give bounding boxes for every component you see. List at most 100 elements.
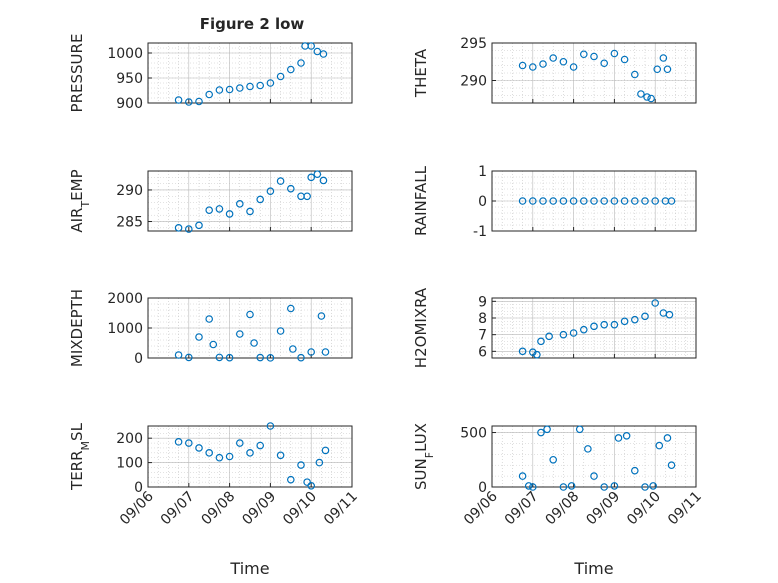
x-tick-label: 09/09	[239, 489, 279, 529]
y-tick-label: 0	[478, 194, 487, 210]
figure-title: Figure 2 low	[200, 15, 305, 33]
data-point	[276, 327, 285, 335]
data-point	[549, 197, 558, 205]
y-tick-label: 900	[116, 96, 143, 112]
data-point	[276, 177, 285, 185]
subplot-pressure: 900 950 1000 PRESSURE	[68, 34, 353, 113]
data-point	[630, 197, 639, 205]
data-point	[225, 452, 234, 461]
data-point	[620, 55, 629, 64]
data-point	[630, 70, 639, 79]
data-point	[663, 434, 672, 442]
data-point	[579, 50, 588, 59]
data-point	[641, 483, 649, 491]
y-axis-label: TERRMSL	[68, 422, 92, 491]
data-point	[205, 449, 214, 457]
data-point	[205, 90, 214, 99]
data-point	[319, 50, 328, 58]
data-point	[590, 52, 598, 61]
x-tick-label: 09/11	[321, 489, 361, 529]
y-tick-label: 1	[478, 164, 487, 180]
x-tick-label: 09/11	[665, 489, 705, 529]
data-point	[195, 444, 203, 452]
x-axis-label: Time	[573, 559, 613, 578]
data-point	[215, 86, 224, 94]
y-tick-label: -1	[473, 224, 487, 240]
data-point	[256, 441, 265, 450]
y-tick-label: 285	[116, 215, 143, 231]
y-tick-label: 100	[116, 456, 143, 472]
y-axis-label: PRESSURE	[68, 34, 86, 113]
data-point	[559, 197, 568, 205]
data-point	[303, 192, 311, 201]
data-point	[549, 54, 558, 62]
data-point	[559, 57, 568, 66]
data-point	[653, 65, 662, 74]
axes-box	[147, 170, 353, 232]
y-tick-label: 290	[460, 74, 487, 90]
y-tick-label: 500	[460, 426, 487, 442]
data-point	[630, 315, 639, 324]
data-point	[286, 184, 295, 193]
data-point	[600, 320, 609, 329]
data-point	[537, 337, 545, 346]
axes-box	[147, 425, 353, 488]
data-point	[225, 85, 234, 94]
x-tick-label: 09/10	[280, 489, 320, 529]
data-point	[297, 461, 305, 469]
data-point	[319, 176, 328, 185]
subplot-mixdepth: 0 1000 2000 MIXDEPTH	[68, 289, 353, 367]
data-point	[622, 432, 631, 440]
data-point	[528, 197, 537, 205]
data-point	[528, 483, 537, 491]
data-point	[185, 225, 193, 233]
data-point	[246, 310, 254, 319]
y-tick-label: 0	[478, 480, 487, 496]
axes-box	[491, 425, 697, 488]
data-point	[215, 453, 224, 462]
data-point	[655, 441, 664, 450]
data-point	[225, 210, 234, 218]
data-point	[579, 197, 588, 205]
data-point	[528, 63, 537, 71]
data-point	[276, 72, 285, 81]
data-point	[610, 197, 619, 205]
data-point	[518, 472, 527, 480]
data-point	[600, 59, 609, 68]
data-point	[590, 472, 598, 480]
data-point	[600, 197, 609, 205]
data-point	[276, 451, 285, 460]
x-tick-label: 09/07	[158, 489, 198, 529]
data-point	[667, 461, 676, 470]
data-point	[256, 81, 265, 90]
data-point	[539, 60, 547, 68]
data-point	[528, 348, 537, 356]
data-point	[630, 466, 639, 475]
data-point	[209, 340, 218, 349]
data-point	[665, 310, 674, 319]
data-point	[205, 206, 214, 214]
data-point	[315, 458, 324, 467]
data-point	[649, 482, 657, 490]
data-point	[225, 353, 234, 362]
data-point	[215, 205, 224, 213]
data-point	[246, 449, 254, 457]
subplot-rainfall: -1 0 1 RAINFALL	[412, 164, 697, 240]
x-tick-label: 09/09	[583, 489, 623, 529]
data-point	[205, 315, 214, 323]
data-point	[533, 350, 541, 359]
data-point	[545, 332, 553, 341]
data-point	[236, 200, 244, 208]
data-point	[590, 197, 598, 205]
data-point	[518, 347, 527, 356]
data-point	[185, 98, 193, 106]
x-tick-label: 09/08	[543, 489, 583, 529]
y-tick-label: 290	[116, 183, 143, 199]
data-point	[236, 330, 244, 338]
data-point	[174, 351, 183, 359]
data-point	[641, 197, 649, 205]
data-point	[549, 455, 558, 464]
x-axis-label: Time	[229, 559, 269, 578]
